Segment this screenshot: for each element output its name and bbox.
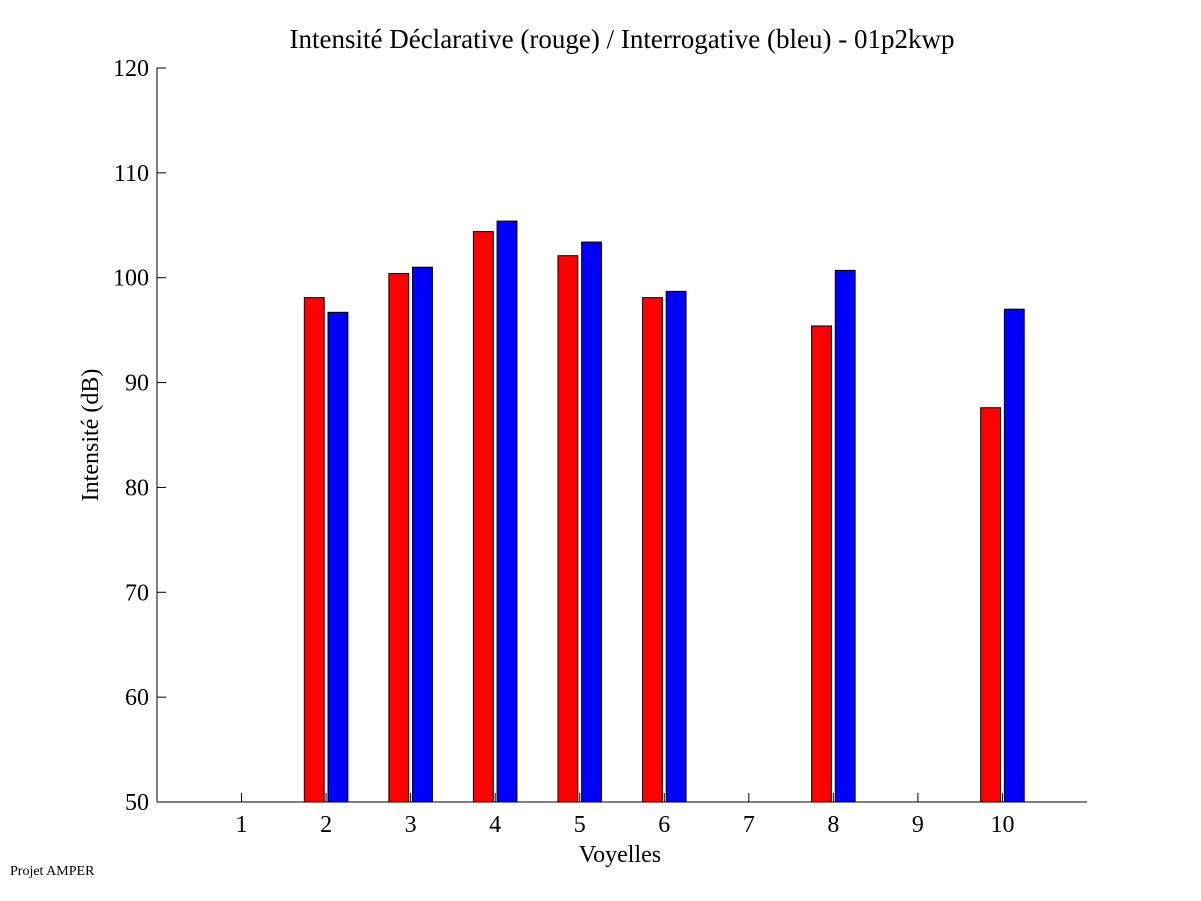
chart-title: Intensité Déclarative (rouge) / Interrog… bbox=[290, 24, 955, 54]
y-tick-label: 50 bbox=[125, 790, 149, 816]
bar-interrogative-6 bbox=[665, 290, 687, 803]
y-tick-label: 80 bbox=[125, 475, 149, 501]
y-tick-label: 70 bbox=[125, 580, 149, 606]
x-tick-label: 7 bbox=[743, 812, 755, 838]
bar-interrogative-3 bbox=[412, 266, 433, 803]
x-tick-label: 2 bbox=[320, 812, 332, 838]
y-tick-label: 60 bbox=[125, 685, 149, 711]
x-tick-label: 4 bbox=[489, 812, 501, 838]
bar-déclarative-5 bbox=[557, 255, 579, 803]
bar-interrogative-8 bbox=[834, 269, 856, 803]
bar-interrogative-5 bbox=[581, 241, 602, 803]
bar-déclarative-3 bbox=[388, 273, 410, 803]
y-tick-label: 110 bbox=[114, 161, 149, 187]
x-tick-label: 3 bbox=[405, 812, 417, 838]
footer-credit: Projet AMPER bbox=[10, 864, 95, 879]
x-tick-label: 8 bbox=[827, 812, 839, 838]
bar-interrogative-10 bbox=[1003, 308, 1025, 803]
x-tick-label: 1 bbox=[236, 812, 248, 838]
bar-déclarative-6 bbox=[642, 297, 663, 803]
bar-déclarative-2 bbox=[303, 297, 325, 803]
y-tick-label: 120 bbox=[113, 56, 149, 82]
y-tick-label: 90 bbox=[125, 371, 149, 397]
bar-déclarative-10 bbox=[980, 407, 1002, 803]
bar-interrogative-4 bbox=[496, 220, 518, 803]
x-tick-label: 9 bbox=[912, 812, 924, 838]
bar-déclarative-4 bbox=[472, 231, 494, 803]
bar-interrogative-2 bbox=[327, 311, 349, 803]
x-tick-label: 10 bbox=[990, 812, 1014, 838]
bar-déclarative-8 bbox=[811, 325, 832, 803]
x-tick-label: 5 bbox=[574, 812, 586, 838]
x-tick-label: 6 bbox=[658, 812, 670, 838]
x-axis-label: Voyelles bbox=[579, 842, 661, 868]
y-tick-label: 100 bbox=[113, 266, 149, 292]
y-axis-label: Intensité (dB) bbox=[78, 369, 104, 502]
